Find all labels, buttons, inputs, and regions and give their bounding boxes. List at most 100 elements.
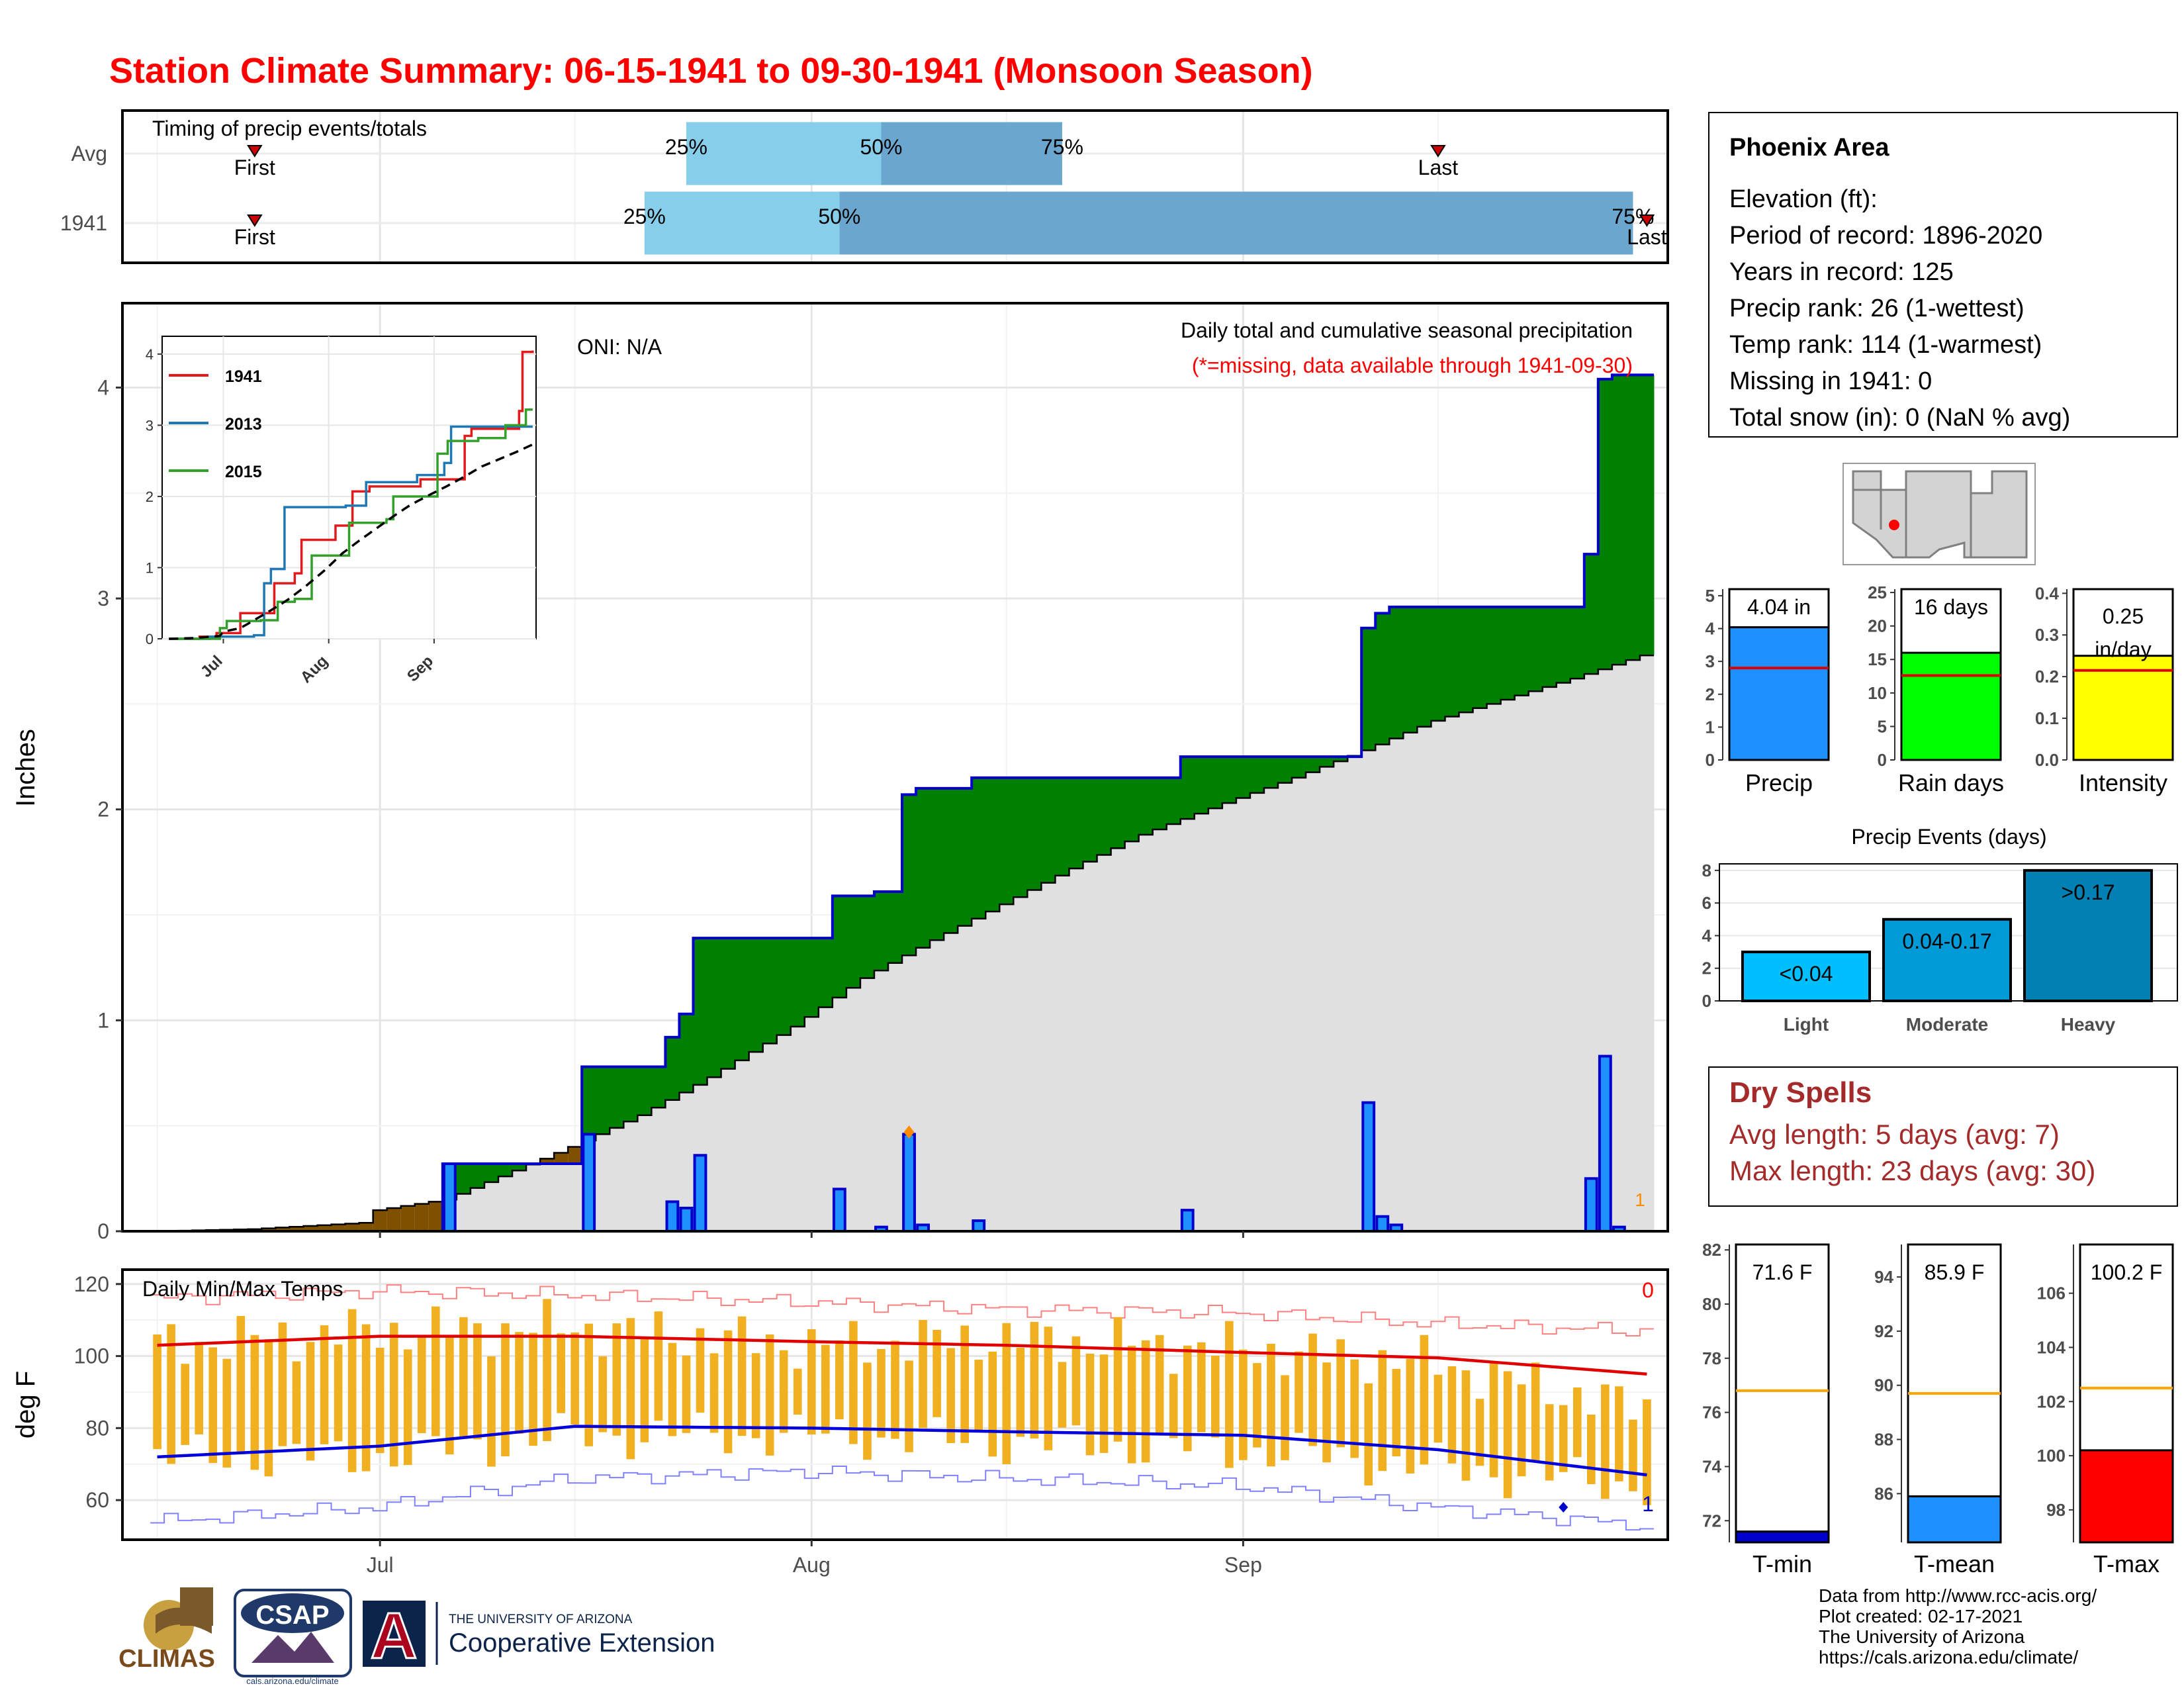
summary-y-tick-label: 0: [1878, 750, 1887, 770]
page-title: Station Climate Summary: 06-15-1941 to 0…: [109, 51, 1313, 91]
daily-temp-bar: [654, 1311, 663, 1421]
timing-row-label-year: 1941: [60, 211, 107, 235]
summary-y-tick-label: 100: [2037, 1446, 2066, 1466]
daily-temp-bar: [1002, 1323, 1011, 1464]
summary-temp-chart: 98 100 102 104 106 100.2 F T-max: [2037, 1243, 2174, 1577]
daily-temp-bar: [1489, 1362, 1498, 1477]
daily-temp-bar: [1295, 1351, 1303, 1433]
above-normal-area: [1306, 757, 1320, 773]
below-normal-area: [387, 1207, 402, 1231]
normal-cumulative-area: [596, 1134, 610, 1231]
record-max-line: [150, 1284, 1654, 1336]
above-normal-area: [707, 938, 722, 1078]
above-normal-area: [999, 777, 1014, 905]
daily-temp-bar: [626, 1318, 635, 1460]
daily-temp-bar: [584, 1323, 594, 1446]
normal-cumulative-area: [846, 988, 861, 1231]
daily-temp-bar: [1322, 1362, 1331, 1463]
summary-y-tick-label: 5: [1878, 716, 1887, 736]
timing-bar-25-50: [686, 122, 882, 185]
normal-cumulative-area: [887, 962, 903, 1231]
daily-temp-bar: [153, 1334, 161, 1450]
timing-bar-50-75: [839, 191, 1633, 255]
above-normal-area: [1013, 777, 1028, 898]
daily-temp-bar: [696, 1328, 705, 1413]
above-normal-area: [776, 938, 792, 1035]
daily-temp-bar: [557, 1333, 565, 1413]
normal-cumulative-area: [999, 904, 1014, 1231]
normal-cumulative-area: [1486, 704, 1502, 1231]
above-normal-area: [1570, 606, 1585, 679]
daily-temp-bar: [946, 1348, 955, 1444]
above-normal-area: [1236, 757, 1251, 798]
below-normal-area: [428, 1201, 443, 1231]
x-tick-label: Jul: [367, 1553, 394, 1577]
above-normal-area: [1584, 554, 1599, 675]
daily-precip-bar: [442, 1162, 457, 1233]
daily-temp-bar: [375, 1348, 385, 1454]
normal-cumulative-area: [623, 1121, 638, 1231]
daily-temp-bar: [849, 1321, 858, 1444]
summary-y-tick-label: 98: [2046, 1500, 2066, 1520]
daily-temp-bar: [306, 1342, 315, 1461]
precip-note: Daily total and cumulative seasonal prec…: [1181, 318, 1633, 342]
summary-temp-chart: 86 88 90 92 94 85.9 F T-mean: [1874, 1243, 2002, 1577]
summary-intensity-chart: 0.0 0.1 0.2 0.3 0.4 0.25 in/day Intensity: [2035, 583, 2174, 796]
normal-max-line: [157, 1335, 1647, 1376]
above-normal-area: [1556, 606, 1571, 683]
events-y-tick-label: 2: [1702, 959, 1711, 978]
daily-temp-bar: [988, 1351, 997, 1457]
below-normal-area: [345, 1223, 360, 1231]
below-normal-area: [540, 1158, 555, 1164]
daily-temp-bar: [1378, 1350, 1387, 1472]
max-precip-marker: [903, 1125, 915, 1139]
events-bar: [1741, 951, 1871, 1002]
normal-cumulative-area: [1069, 868, 1083, 1231]
daily-temp-bar: [570, 1332, 579, 1425]
y-tick-label: 120: [74, 1272, 109, 1296]
footer-line: Data from http://www.rcc-acis.org/: [1819, 1585, 2097, 1606]
daily-temp-bar: [1517, 1384, 1526, 1477]
daily-temp-bar: [278, 1322, 287, 1446]
summary-y-tick-label: 15: [1868, 649, 1887, 669]
above-normal-area: [623, 1066, 638, 1122]
summary-y-tick-label: 82: [1702, 1240, 1721, 1260]
station-line: Elevation (ft):: [1729, 185, 1878, 213]
daily-temp-bar: [1350, 1359, 1359, 1458]
daily-temp-bar: [612, 1323, 621, 1436]
above-normal-area: [1194, 757, 1209, 814]
summary-y-tick-label: 76: [1702, 1403, 1721, 1423]
summary-y-tick-label: 5: [1706, 586, 1715, 606]
daily-temp-bar: [1239, 1349, 1248, 1460]
summary-bar: [2072, 655, 2174, 761]
daily-temp-bar: [1572, 1387, 1582, 1458]
above-normal-area: [1138, 777, 1154, 835]
summary-temp-value: 71.6 F: [1752, 1260, 1813, 1284]
normal-cumulative-area: [1389, 738, 1404, 1231]
inset-normal-line: [169, 443, 533, 640]
timing-percent-label: 25%: [623, 205, 666, 228]
above-normal-area: [916, 788, 931, 948]
summary-precip-chart: 0 1 2 3 4 5 4.04 in Precip: [1706, 586, 1830, 796]
above-normal-area: [484, 1164, 499, 1182]
first-event-label: First: [234, 225, 275, 249]
below-normal-area: [414, 1203, 430, 1231]
normal-cumulative-area: [1417, 726, 1432, 1231]
daily-temp-bar: [1545, 1404, 1554, 1481]
daily-precip-bar: [902, 1133, 916, 1233]
temp-missing-max: 0: [1642, 1278, 1654, 1302]
normal-cumulative-area: [776, 1035, 792, 1231]
daily-temp-bar: [167, 1324, 175, 1464]
normal-cumulative-area: [1403, 732, 1418, 1231]
daily-temp-bar: [403, 1349, 412, 1466]
daily-temp-bar: [1183, 1345, 1192, 1452]
daily-temp-bar: [1308, 1333, 1317, 1446]
daily-temp-bar: [1044, 1327, 1053, 1450]
timing-bar-50-75: [881, 122, 1062, 185]
normal-cumulative-area: [1263, 788, 1279, 1231]
normal-cumulative-area: [1111, 848, 1126, 1231]
daily-temp-bar: [1113, 1317, 1122, 1442]
normal-cumulative-area: [540, 1158, 555, 1231]
above-normal-area: [762, 938, 778, 1044]
normal-cumulative-area: [1570, 679, 1585, 1231]
